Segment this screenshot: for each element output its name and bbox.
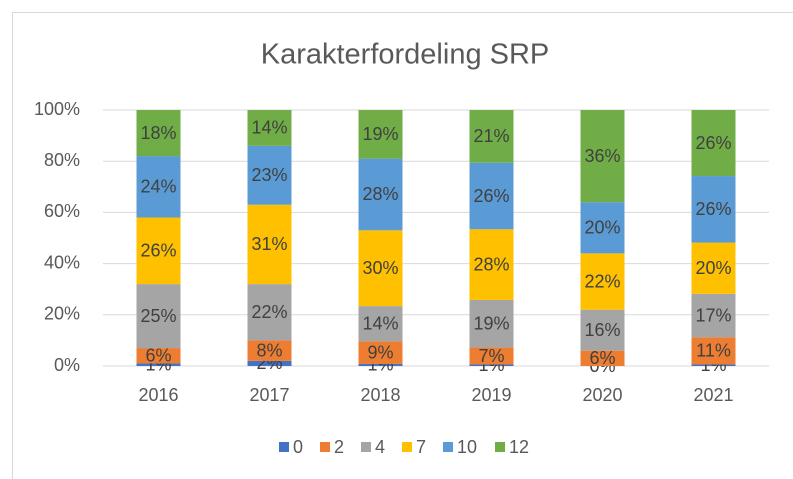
bar-segment — [691, 337, 736, 365]
legend-label: 12 — [509, 437, 529, 457]
data-label: 18% — [140, 123, 176, 143]
bar-segment — [469, 162, 514, 230]
y-tick-label: 60% — [44, 201, 80, 221]
data-label: 21% — [473, 126, 509, 146]
legend-label: 4 — [375, 437, 385, 457]
y-tick-label: 40% — [44, 252, 80, 272]
bar-segment — [469, 299, 514, 348]
x-tick-label: 2020 — [582, 385, 622, 405]
data-label: 23% — [251, 165, 287, 185]
bar-segment — [691, 293, 736, 338]
bar-segment — [136, 217, 181, 285]
data-label: 14% — [362, 314, 398, 334]
x-tick-label: 2018 — [360, 385, 400, 405]
bar-segment — [580, 309, 625, 351]
bar-segment — [358, 158, 403, 231]
bar-segment — [469, 229, 514, 300]
bar-segment — [691, 110, 736, 177]
bar-segment — [136, 284, 181, 349]
data-label: 20% — [695, 258, 731, 278]
data-label: 22% — [251, 302, 287, 322]
data-label: 36% — [584, 146, 620, 166]
bar-segment — [691, 176, 736, 243]
bar-segment — [136, 110, 181, 157]
data-label: 28% — [473, 254, 509, 274]
chart-frame — [12, 12, 793, 479]
data-label: 7% — [478, 346, 504, 366]
bar-segment — [580, 350, 625, 366]
data-label: 24% — [140, 177, 176, 197]
data-label: 19% — [362, 124, 398, 144]
y-tick-label: 20% — [44, 304, 80, 324]
x-tick-label: 2019 — [471, 385, 511, 405]
data-label: 17% — [695, 305, 731, 325]
bar-segment — [358, 363, 403, 366]
bar-segment — [691, 364, 736, 366]
bar-segment — [247, 360, 292, 366]
legend-swatch — [320, 442, 330, 452]
x-tick-label: 2017 — [249, 385, 289, 405]
y-tick-label: 80% — [44, 150, 80, 170]
data-label: 6% — [589, 348, 615, 368]
data-label: 16% — [584, 320, 620, 340]
legend-swatch — [402, 442, 412, 452]
data-label: 26% — [695, 199, 731, 219]
legend-label: 2 — [334, 437, 344, 457]
bar-segment — [358, 341, 403, 364]
data-label: 26% — [140, 241, 176, 261]
data-label: 9% — [367, 342, 393, 362]
data-label: 19% — [473, 314, 509, 334]
y-tick-label: 0% — [54, 355, 80, 375]
bar-segment — [136, 348, 181, 364]
legend-swatch — [495, 442, 505, 452]
legend-swatch — [361, 442, 371, 452]
bar-segment — [469, 347, 514, 365]
data-label: 25% — [140, 306, 176, 326]
data-label: 22% — [584, 271, 620, 291]
bar-segment — [358, 230, 403, 307]
data-label: 28% — [362, 184, 398, 204]
data-label: 20% — [584, 218, 620, 238]
bar-segment — [247, 145, 292, 205]
data-label: 26% — [695, 133, 731, 153]
x-tick-label: 2021 — [693, 385, 733, 405]
legend-label: 0 — [293, 437, 303, 457]
legend-label: 10 — [457, 437, 477, 457]
bar-segment — [580, 202, 625, 254]
bar-segment — [247, 340, 292, 361]
data-label: 30% — [362, 258, 398, 278]
bar-segment — [469, 110, 514, 163]
legend-swatch — [443, 442, 453, 452]
bar-segment — [247, 110, 292, 146]
x-tick-label: 2016 — [138, 385, 178, 405]
data-label: 14% — [251, 118, 287, 138]
bar-segment — [469, 364, 514, 366]
data-label: 26% — [473, 186, 509, 206]
chart-title: Karakterfordeling SRP — [261, 39, 550, 71]
bar-segment — [580, 110, 625, 203]
data-label: 11% — [696, 341, 731, 361]
legend-swatch — [279, 442, 289, 452]
bar-segment — [247, 284, 292, 341]
bar-segment — [247, 204, 292, 285]
bar-segment — [136, 156, 181, 218]
bar-segment — [358, 110, 403, 159]
y-tick-label: 100% — [34, 99, 80, 119]
data-label: 6% — [145, 346, 171, 366]
bar-segment — [358, 306, 403, 342]
data-label: 31% — [251, 234, 287, 254]
legend-label: 7 — [416, 437, 426, 457]
bar-segment — [691, 242, 736, 294]
bar-segment — [136, 363, 181, 366]
data-label: 8% — [256, 340, 282, 360]
bar-segment — [580, 253, 625, 310]
